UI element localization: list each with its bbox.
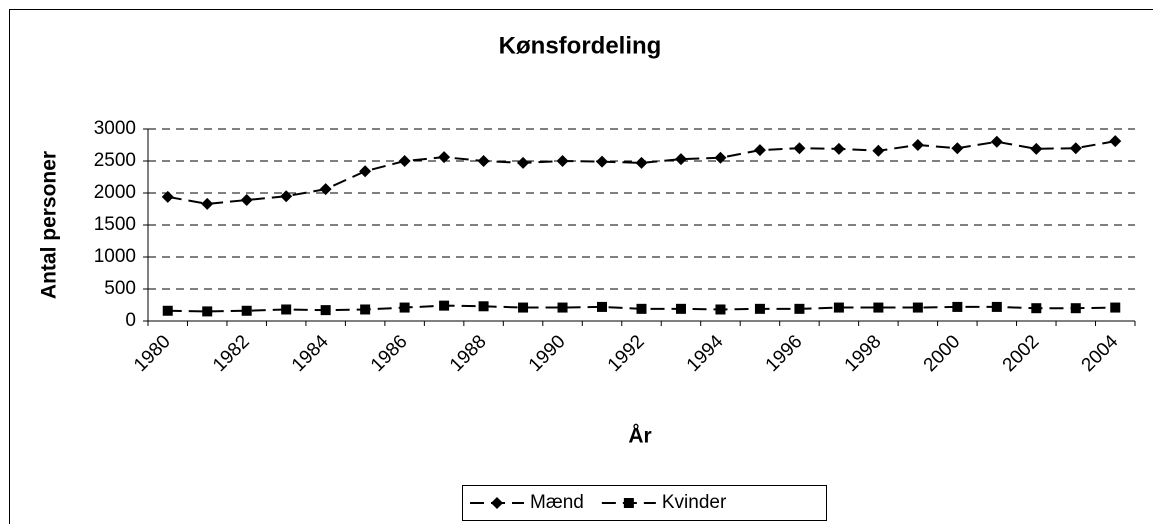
chart-title: Kønsfordeling bbox=[499, 32, 662, 59]
marker bbox=[991, 301, 1002, 312]
marker bbox=[557, 302, 568, 313]
marker bbox=[597, 301, 608, 312]
y-axis-label: Antal personer bbox=[38, 151, 61, 299]
marker bbox=[241, 305, 252, 316]
marker bbox=[202, 306, 213, 317]
marker bbox=[675, 303, 686, 314]
marker bbox=[714, 151, 727, 164]
marker bbox=[398, 155, 411, 167]
marker bbox=[399, 302, 410, 313]
marker bbox=[478, 301, 489, 312]
chart-frame bbox=[9, 9, 1153, 524]
marker bbox=[794, 303, 805, 314]
y-tick-label: 500 bbox=[104, 278, 136, 299]
marker bbox=[1110, 302, 1121, 313]
marker bbox=[359, 165, 372, 178]
marker bbox=[872, 144, 885, 157]
marker bbox=[715, 304, 726, 315]
marker bbox=[753, 144, 766, 157]
marker bbox=[832, 142, 845, 155]
legend-label: Mænd bbox=[530, 492, 584, 513]
marker bbox=[911, 139, 924, 151]
marker bbox=[793, 142, 806, 155]
marker bbox=[1069, 142, 1082, 155]
marker bbox=[674, 153, 687, 166]
marker bbox=[951, 142, 964, 155]
marker bbox=[990, 135, 1003, 148]
marker bbox=[952, 301, 963, 312]
y-tick-label: 2000 bbox=[94, 182, 136, 203]
marker bbox=[1109, 135, 1122, 148]
marker bbox=[1031, 303, 1042, 314]
marker bbox=[754, 303, 765, 314]
marker bbox=[439, 300, 450, 311]
marker bbox=[438, 151, 451, 164]
marker bbox=[477, 155, 490, 167]
marker bbox=[360, 304, 371, 315]
marker bbox=[556, 155, 569, 167]
x-axis-label: År bbox=[628, 424, 651, 448]
marker bbox=[518, 302, 529, 313]
marker bbox=[491, 497, 503, 509]
y-tick-label: 1000 bbox=[94, 246, 136, 267]
marker bbox=[319, 183, 332, 196]
marker bbox=[833, 302, 844, 313]
marker bbox=[635, 156, 648, 169]
y-tick-label: 0 bbox=[125, 310, 136, 331]
marker bbox=[161, 190, 174, 203]
marker bbox=[281, 304, 292, 315]
marker bbox=[912, 302, 923, 313]
y-tick-label: 2500 bbox=[94, 150, 136, 171]
y-tick-label: 1500 bbox=[94, 214, 136, 235]
y-tick-label: 3000 bbox=[94, 118, 136, 139]
marker bbox=[201, 197, 214, 210]
marker bbox=[280, 190, 293, 203]
marker bbox=[623, 498, 634, 508]
legend-label: Kvinder bbox=[662, 492, 727, 513]
marker bbox=[596, 155, 609, 168]
marker bbox=[240, 194, 253, 207]
marker bbox=[162, 305, 173, 316]
marker bbox=[1070, 303, 1081, 314]
marker bbox=[636, 303, 647, 314]
marker bbox=[517, 156, 530, 169]
marker bbox=[320, 305, 331, 316]
marker bbox=[873, 302, 884, 313]
marker bbox=[1030, 142, 1043, 155]
